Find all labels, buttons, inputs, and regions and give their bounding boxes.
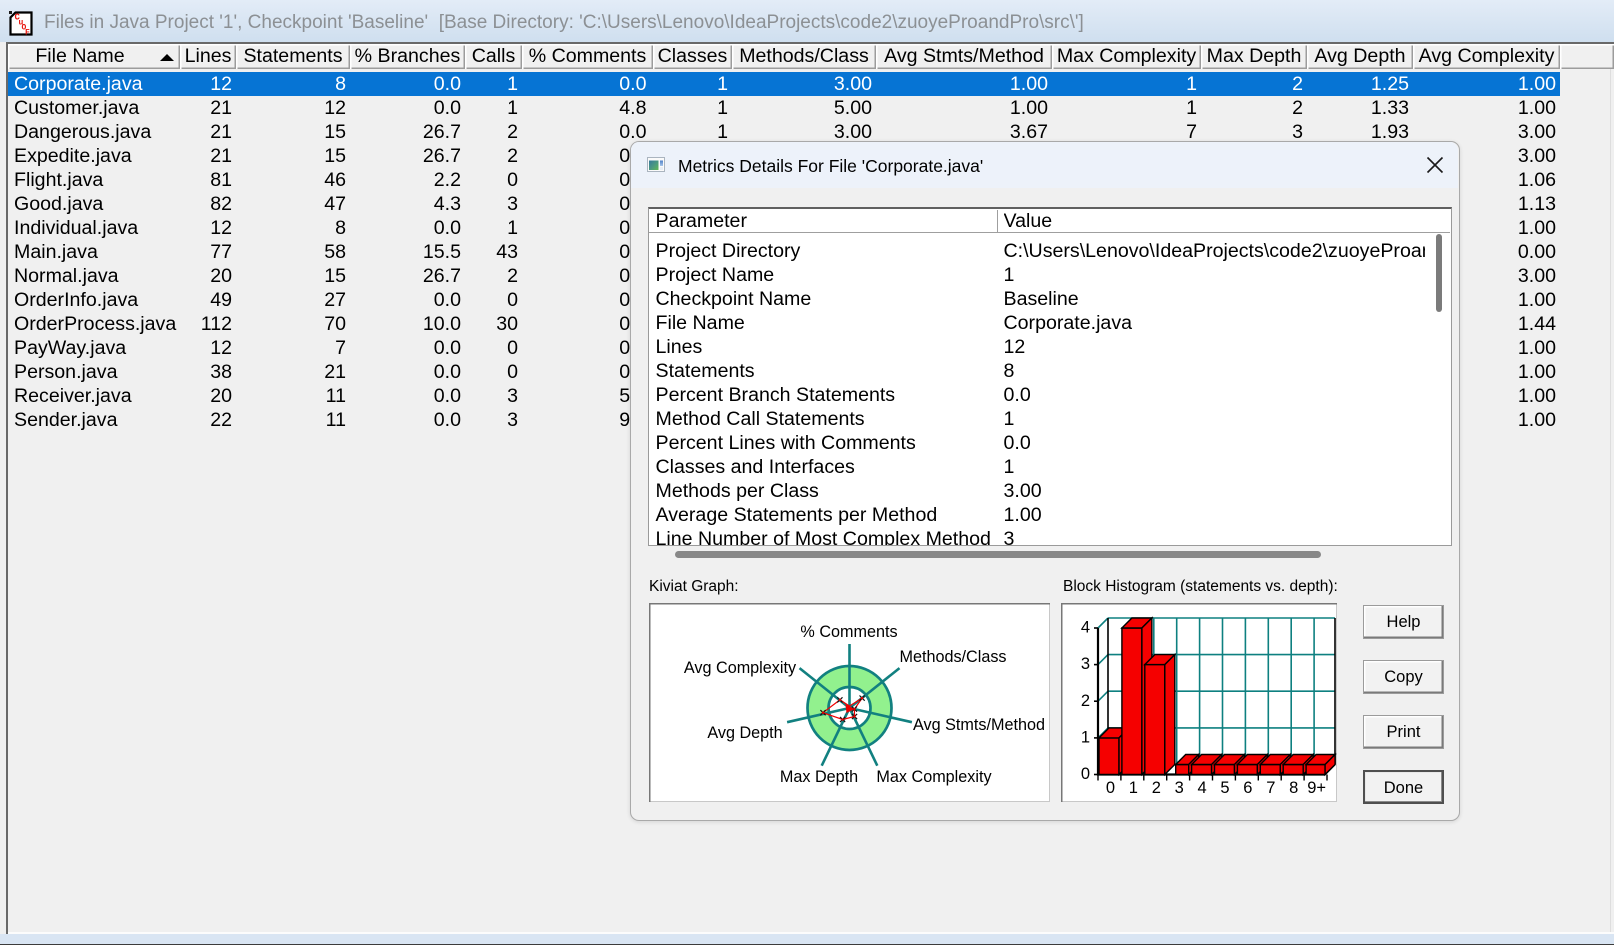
- svg-text:2: 2: [1081, 692, 1090, 710]
- svg-text:Avg Complexity: Avg Complexity: [684, 659, 797, 677]
- svg-text:7: 7: [1266, 779, 1275, 797]
- svg-text:Max Depth: Max Depth: [780, 768, 858, 786]
- svg-text:F: F: [25, 29, 30, 37]
- svg-text:0: 0: [1081, 765, 1090, 783]
- svg-text:Avg Depth: Avg Depth: [707, 724, 782, 742]
- svg-text:1: 1: [1081, 728, 1090, 746]
- svg-text:9+: 9+: [1307, 779, 1326, 797]
- svg-text:8: 8: [1289, 779, 1298, 797]
- svg-text:% Comments: % Comments: [800, 623, 897, 641]
- svg-text:6: 6: [1243, 779, 1252, 797]
- svg-text:5: 5: [1220, 779, 1229, 797]
- svg-text:Avg Stmts/Method: Avg Stmts/Method: [913, 716, 1045, 734]
- svg-text:3: 3: [1081, 655, 1090, 673]
- svg-text:1: 1: [1129, 779, 1138, 797]
- svg-text:0: 0: [1106, 779, 1115, 797]
- svg-text:4: 4: [1081, 619, 1090, 637]
- svg-text:4: 4: [1198, 779, 1207, 797]
- svg-text:2: 2: [1152, 779, 1161, 797]
- svg-text:3: 3: [1175, 779, 1184, 797]
- svg-text:Max Complexity: Max Complexity: [876, 768, 992, 786]
- svg-text:O: O: [22, 24, 27, 33]
- svg-text:Methods/Class: Methods/Class: [899, 648, 1006, 666]
- svg-text:C: C: [15, 13, 21, 23]
- svg-text:u: u: [19, 19, 24, 28]
